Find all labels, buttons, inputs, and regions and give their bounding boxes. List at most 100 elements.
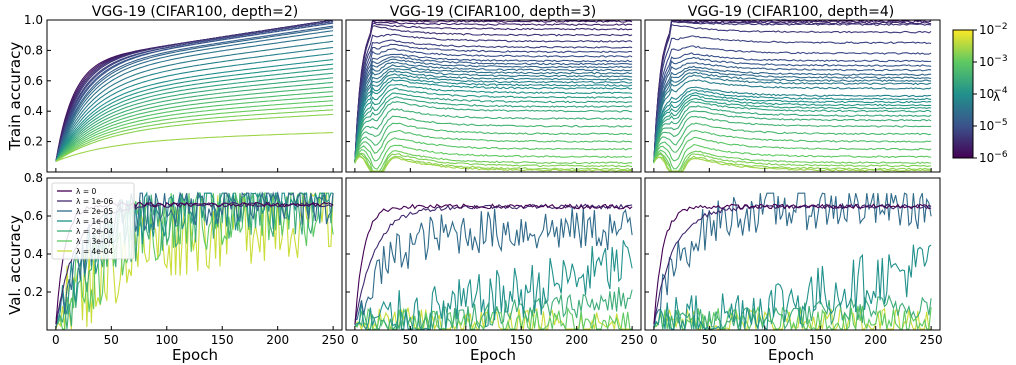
legend-label: λ = 2e-05 (76, 207, 113, 216)
train-lines (354, 20, 633, 172)
train-series-line (55, 100, 334, 162)
train-series-line (55, 46, 334, 162)
y-tick-label: 1.0 (24, 13, 43, 27)
train-lines (653, 20, 932, 172)
y-tick-label: 0.2 (24, 135, 43, 149)
x-tick-label: 0 (650, 333, 658, 347)
train-series-line (354, 87, 633, 162)
val-series-line (653, 305, 932, 330)
train-series-line (354, 129, 633, 163)
val-series-line (354, 203, 633, 325)
train-panel-3 (644, 19, 941, 173)
train-series-line (354, 58, 633, 162)
train-series-line (55, 81, 334, 162)
x-tick-label: 100 (454, 333, 477, 347)
axes-frame (46, 19, 343, 173)
train-series-line (653, 115, 932, 163)
train-series-line (55, 77, 334, 162)
val-series-line (653, 192, 932, 327)
train-series-line (653, 150, 932, 172)
train-series-line (653, 122, 932, 163)
train-lines (55, 20, 334, 162)
legend-label: λ = 4e-04 (76, 247, 113, 256)
train-series-line (354, 61, 633, 163)
x-tick-label: 200 (864, 333, 887, 347)
x-tick-label: 0 (351, 333, 359, 347)
colorbar-gradient (952, 29, 974, 159)
train-series-line (354, 64, 633, 162)
val-lines (653, 192, 932, 330)
xlabel-panel-1: Epoch (172, 346, 218, 364)
train-series-line (354, 39, 633, 162)
train-series-line (354, 150, 633, 172)
val-panel-2: 0 50 100 150 200 250 (345, 177, 644, 347)
ylabel-train: Train accuracy (6, 42, 24, 152)
x-tick-label: 150 (809, 333, 832, 347)
train-series-line (653, 20, 932, 162)
colorbar-tick-label: 10−3 (979, 54, 1008, 69)
legend-label: λ = 1e-06 (76, 197, 113, 206)
train-series-line (653, 153, 932, 172)
x-tick-label: 50 (702, 333, 717, 347)
train-series-line (55, 20, 334, 162)
train-series-line (653, 136, 932, 163)
y-tick-label: 0.8 (24, 171, 43, 185)
train-series-line (653, 156, 932, 172)
train-series-line (653, 110, 932, 163)
y-tick-label: 0.6 (24, 74, 43, 88)
train-series-line (55, 72, 334, 162)
train-series-line (55, 132, 334, 162)
axes-frame (644, 19, 941, 173)
train-series-line (55, 34, 334, 162)
train-series-line (653, 94, 932, 163)
x-tick-label: 100 (155, 333, 178, 347)
train-series-line (354, 92, 633, 163)
train-series-line (653, 97, 932, 163)
train-series-line (354, 43, 633, 162)
colorbar-label: λ (993, 90, 1000, 104)
x-tick-label: 50 (104, 333, 119, 347)
train-series-line (653, 71, 932, 163)
xlabel-panel-3: Epoch (768, 346, 814, 364)
train-series-line (354, 20, 633, 162)
train-series-line (354, 122, 633, 164)
train-series-line (55, 40, 334, 162)
train-series-line (354, 22, 633, 163)
x-tick-label: 250 (621, 333, 644, 347)
legend-label: λ = 3e-04 (76, 237, 113, 246)
train-series-line (653, 52, 932, 162)
train-series-line (354, 155, 633, 172)
colorbar-tick-label: 10−5 (979, 118, 1008, 133)
y-tick-label: 0.8 (24, 43, 43, 57)
train-series-line (354, 115, 633, 163)
train-series-line (354, 73, 633, 163)
train-series-line (354, 25, 633, 163)
train-series-line (55, 86, 334, 162)
legend: λ = 0λ = 1e-06λ = 2e-05λ = 1e-04λ = 2e-0… (51, 182, 135, 260)
train-series-line (653, 45, 932, 162)
train-series-line (55, 25, 334, 162)
val-series-line (354, 207, 633, 321)
val-panel-3: 0 50 100 150 200 250 (644, 177, 943, 347)
train-series-line (653, 61, 932, 162)
train-series-line (354, 53, 633, 163)
train-series-line (55, 91, 334, 162)
train-panel-2 (345, 19, 642, 173)
train-series-line (354, 78, 633, 162)
val-series-line (653, 244, 932, 330)
val-series-line (354, 203, 633, 325)
train-series-line (653, 129, 932, 164)
val-series-line (354, 240, 633, 330)
title-panel-1: VGG-19 (CIFAR100, depth=2) (92, 4, 299, 20)
y-tick-label: 0.4 (24, 104, 43, 118)
panels: 0.2 0.4 0.6 0.8 1.0 0.2 0.4 0.6 0.8 0 50 100 150 200 2… (24, 13, 943, 347)
train-series-line (653, 79, 932, 162)
xlabel-panel-2: Epoch (470, 346, 516, 364)
train-series-line (354, 76, 633, 163)
train-series-line (653, 92, 932, 163)
train-series-line (354, 153, 633, 172)
colorbar: 10−210−310−410−510−6 λ (952, 22, 1008, 165)
train-series-line (55, 68, 334, 162)
train-series-line (653, 20, 932, 163)
